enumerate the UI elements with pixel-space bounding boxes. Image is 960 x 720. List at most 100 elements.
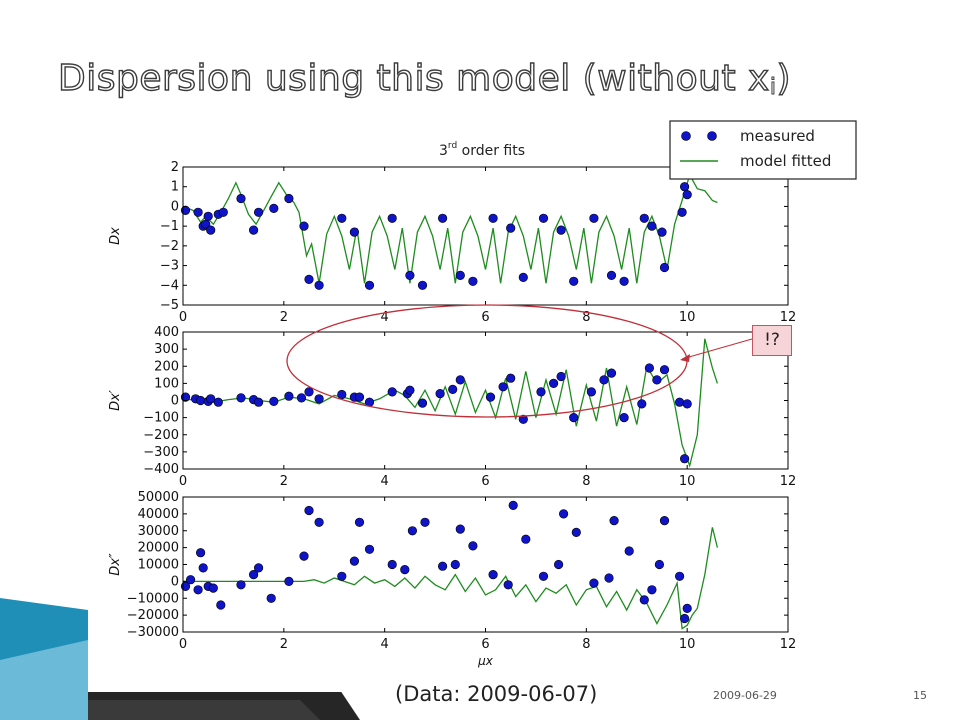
measured-point [589,578,599,588]
measured-point [639,213,649,223]
measured-point [455,375,465,385]
measured-point [659,365,670,375]
legend-model-label: model fitted [740,152,831,170]
x-tick-label: 2 [280,637,288,652]
measured-point [195,548,206,558]
y-tick-label: −4 [160,278,179,293]
y-tick-label: −300 [143,445,179,460]
x-tick-label: 12 [780,474,797,489]
measured-point [538,571,549,581]
measured-point [674,397,685,407]
measured-point [349,227,360,237]
measured-point [682,189,692,200]
measured-point [488,570,498,580]
x-tick-label: 6 [481,474,489,489]
slide-title-subscript: i [769,75,777,101]
measured-point [218,207,228,217]
x-tick-label: 10 [679,474,696,489]
measured-point [679,613,690,624]
measured-point [354,517,365,527]
x-tick-label: 2 [280,474,288,489]
dispersion-figure: 3rd order fits 210−1−2−3−4−50 2 4 6 8 10 12Dx4… [88,118,872,692]
measured-point [206,394,216,404]
measured-point [606,270,617,280]
measured-point [254,207,264,217]
measured-point [400,565,410,575]
measured-point [337,389,347,400]
measured-point [468,541,478,551]
measured-point [569,276,579,286]
measured-point [304,274,314,284]
callout-box: !? [752,325,792,356]
measured-point [417,280,428,290]
legend-measured-label: measured [740,127,815,145]
measured-point [619,276,629,286]
measured-point [624,546,634,556]
x-tick-label: 8 [582,310,590,325]
measured-point [185,575,196,585]
y-tick-label: 2 [171,160,179,175]
measured-point [405,385,415,395]
measured-point [236,193,246,204]
x-tick-label: 2 [280,310,288,325]
measured-point [314,394,324,404]
measured-point [304,387,314,397]
slide-title-text: Dispersion using this model (without x [57,57,770,99]
measured-point [269,396,279,407]
measured-point [506,223,516,233]
y-axis-label: Dx′ [108,390,123,411]
bottom-left-light-decoration [0,640,88,720]
slide-date: 2009-06-29 [713,689,777,702]
measured-point [284,193,294,204]
measured-point [236,393,246,403]
y-tick-label: 400 [154,325,179,340]
measured-point [249,570,259,580]
measured-point [606,368,617,378]
measured-point [609,516,619,526]
x-tick-label: 8 [582,637,590,652]
measured-point [364,280,375,290]
measured-point [536,387,546,397]
legend: measured model fitted [669,120,857,180]
measured-point [652,375,662,385]
measured-point [254,397,264,407]
legend-box [669,120,857,180]
measured-point [659,516,670,526]
x-tick-label: 10 [679,310,696,325]
measured-point [677,207,687,217]
x-tick-label: 6 [481,310,489,325]
measured-point [637,399,647,409]
measured-point [387,559,397,570]
measured-point [387,213,397,223]
measured-point [337,213,347,223]
measured-point [647,585,657,595]
measured-point [682,399,692,409]
measured-point [679,182,690,192]
measured-point [506,373,516,383]
slide-number: 15 [913,689,927,702]
measured-point [438,561,448,571]
measured-point [599,375,609,385]
model-fitted-line-panel-1 [183,173,718,284]
measured-point [337,571,347,581]
measured-point [438,213,448,223]
measured-point [485,392,496,402]
x-tick-label: 8 [582,474,590,489]
measured-point [498,382,508,392]
y-tick-label: 40000 [138,507,179,522]
measured-point [674,571,685,581]
measured-point [647,221,657,231]
measured-point [488,213,498,223]
measured-point [549,378,559,389]
measured-point [538,213,549,223]
measured-point [296,393,307,403]
measured-point [468,276,478,286]
measured-point [657,227,667,237]
measured-point [556,371,566,382]
model-fitted-line-panel-3 [183,527,719,630]
legend-measured-marker-2 [707,131,717,141]
y-tick-label: −400 [143,462,179,477]
x-tick-label: 12 [780,637,797,652]
